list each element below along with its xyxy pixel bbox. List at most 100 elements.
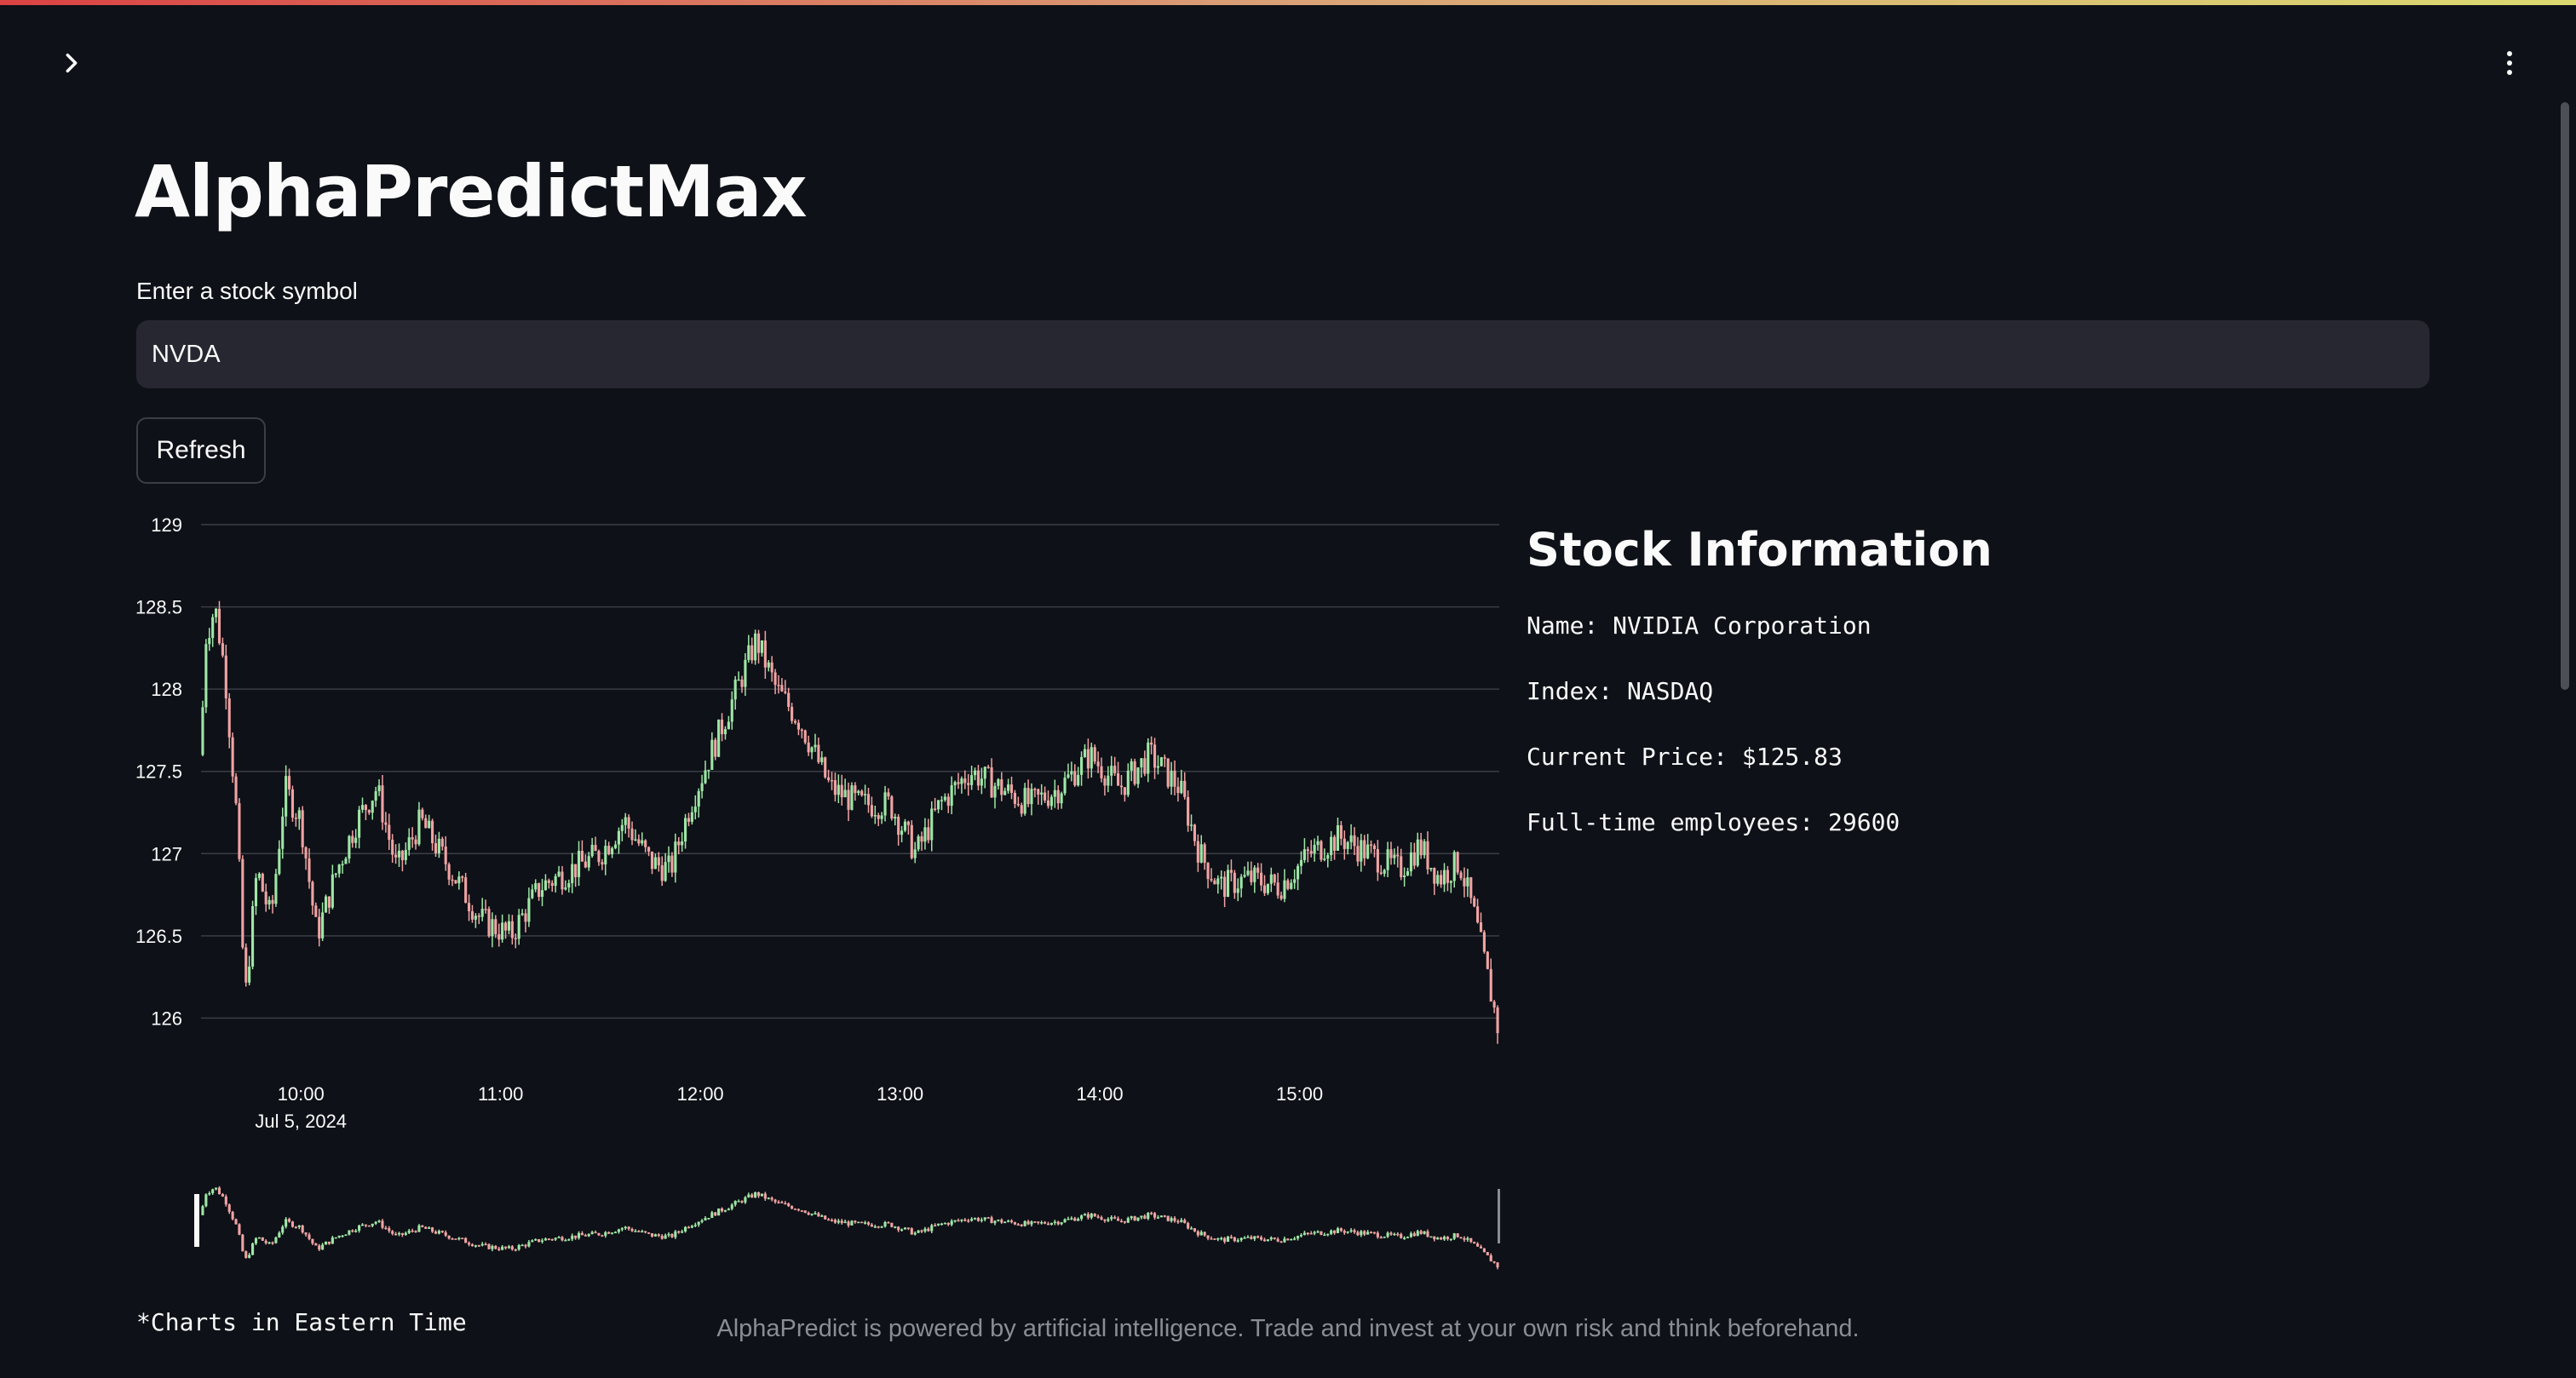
candle-body xyxy=(1309,851,1313,854)
nav-candle-body xyxy=(1369,1232,1373,1233)
candle-body xyxy=(550,882,554,887)
nav-candle-body xyxy=(1363,1231,1366,1235)
candle-body xyxy=(538,883,541,898)
nav-candle-body xyxy=(883,1222,887,1227)
candle-body xyxy=(314,905,318,917)
candle-body xyxy=(1346,841,1349,849)
nav-candle-body xyxy=(1067,1219,1070,1220)
nav-candle-body xyxy=(1283,1238,1286,1243)
nav-candle-body xyxy=(900,1229,904,1231)
candle-body xyxy=(653,857,657,870)
candle-body xyxy=(1412,852,1416,866)
nav-candle-body xyxy=(747,1194,750,1197)
x-tick-label: 14:00 xyxy=(1077,1083,1124,1105)
candle-body xyxy=(1130,761,1133,771)
nav-candle-body xyxy=(507,1246,511,1249)
candle-body xyxy=(1150,742,1153,745)
candle-body xyxy=(843,789,847,798)
candle-body xyxy=(360,805,365,810)
nav-candle-body xyxy=(740,1201,744,1203)
nav-candle-body xyxy=(520,1244,524,1247)
candle-body xyxy=(507,921,511,931)
candle-body xyxy=(211,617,215,639)
nav-candle-body xyxy=(1449,1238,1452,1241)
nav-candle-body xyxy=(653,1234,657,1237)
candle-body xyxy=(274,874,278,904)
nav-candle-body xyxy=(1150,1213,1153,1214)
candle-body xyxy=(800,729,803,732)
y-tick-label: 128 xyxy=(151,679,182,700)
candle-body xyxy=(1156,766,1160,768)
navigator-right-handle[interactable] xyxy=(1498,1189,1500,1243)
refresh-button[interactable]: Refresh xyxy=(136,417,266,484)
nav-candle-body xyxy=(1446,1237,1449,1239)
nav-candle-body xyxy=(880,1226,883,1228)
candle-body xyxy=(906,821,910,825)
nav-candle-body xyxy=(271,1242,274,1244)
candle-body xyxy=(870,805,873,817)
candle-body xyxy=(1166,758,1170,787)
nav-candle-body xyxy=(550,1238,554,1241)
nav-candle-body xyxy=(1226,1237,1230,1243)
nav-candle-body xyxy=(854,1220,857,1223)
page-scrollbar[interactable] xyxy=(2561,102,2569,690)
candle-body xyxy=(571,864,574,883)
candle-body xyxy=(440,838,444,847)
candle-body xyxy=(923,827,927,842)
candle-body xyxy=(1269,874,1273,884)
nav-candle-body xyxy=(1339,1228,1343,1232)
candle-body xyxy=(1353,835,1356,847)
nav-candle-body xyxy=(341,1235,344,1237)
nav-candle-body xyxy=(571,1235,574,1240)
candle-body xyxy=(1463,878,1466,887)
main-menu-button[interactable] xyxy=(2493,46,2527,80)
nav-candle-body xyxy=(1383,1237,1386,1238)
candle-body xyxy=(334,873,337,876)
nav-candle-body xyxy=(754,1191,757,1197)
nav-candle-body xyxy=(967,1220,970,1222)
candle-body xyxy=(917,835,920,850)
nav-candle-body xyxy=(1239,1237,1243,1241)
nav-candle-body xyxy=(241,1234,244,1252)
nav-candle-body xyxy=(1250,1237,1253,1239)
nav-candle-body xyxy=(324,1241,328,1245)
candle-body xyxy=(760,640,764,653)
candle-body xyxy=(1233,872,1236,893)
candle-body xyxy=(1343,838,1346,849)
nav-candle-body xyxy=(1210,1238,1213,1240)
nav-candle-body xyxy=(1187,1223,1190,1229)
candle-body xyxy=(367,810,371,813)
candle-body xyxy=(267,899,271,904)
candle-body xyxy=(604,846,607,864)
nav-candle-body xyxy=(1016,1224,1020,1226)
candle-body xyxy=(1256,867,1260,873)
nav-candle-body xyxy=(421,1225,424,1227)
nav-candle-body xyxy=(318,1245,321,1250)
nav-candle-body xyxy=(1086,1214,1090,1218)
stock-symbol-input[interactable] xyxy=(136,320,2429,388)
candle-body xyxy=(1020,805,1023,814)
candle-body xyxy=(1070,771,1073,775)
header-accent-bar xyxy=(0,0,2576,5)
sidebar-toggle-button[interactable] xyxy=(55,46,89,80)
price-candlestick-chart[interactable]: 129 128.5 128 127.5 127 126.5 126 10:00 11:00 12… xyxy=(128,508,1508,1283)
candles-navigator xyxy=(201,1186,1499,1270)
nav-candle-body xyxy=(327,1241,331,1244)
range-navigator[interactable] xyxy=(194,1186,1500,1270)
nav-candle-body xyxy=(1126,1218,1130,1223)
nav-candle-body xyxy=(700,1220,704,1222)
candle-body xyxy=(664,862,667,881)
candle-body xyxy=(1213,880,1216,885)
candle-body xyxy=(803,730,807,743)
candle-body xyxy=(431,820,434,844)
nav-candle-body xyxy=(360,1224,365,1226)
candle-body xyxy=(324,896,328,913)
navigator-left-handle[interactable] xyxy=(194,1194,199,1247)
candle-body xyxy=(1073,771,1077,786)
nav-candle-body xyxy=(1096,1216,1100,1218)
nav-candle-body xyxy=(394,1233,398,1236)
candle-body xyxy=(234,776,238,804)
nav-candle-body xyxy=(687,1226,691,1229)
nav-candle-body xyxy=(1196,1231,1199,1236)
nav-candle-body xyxy=(1360,1231,1363,1236)
